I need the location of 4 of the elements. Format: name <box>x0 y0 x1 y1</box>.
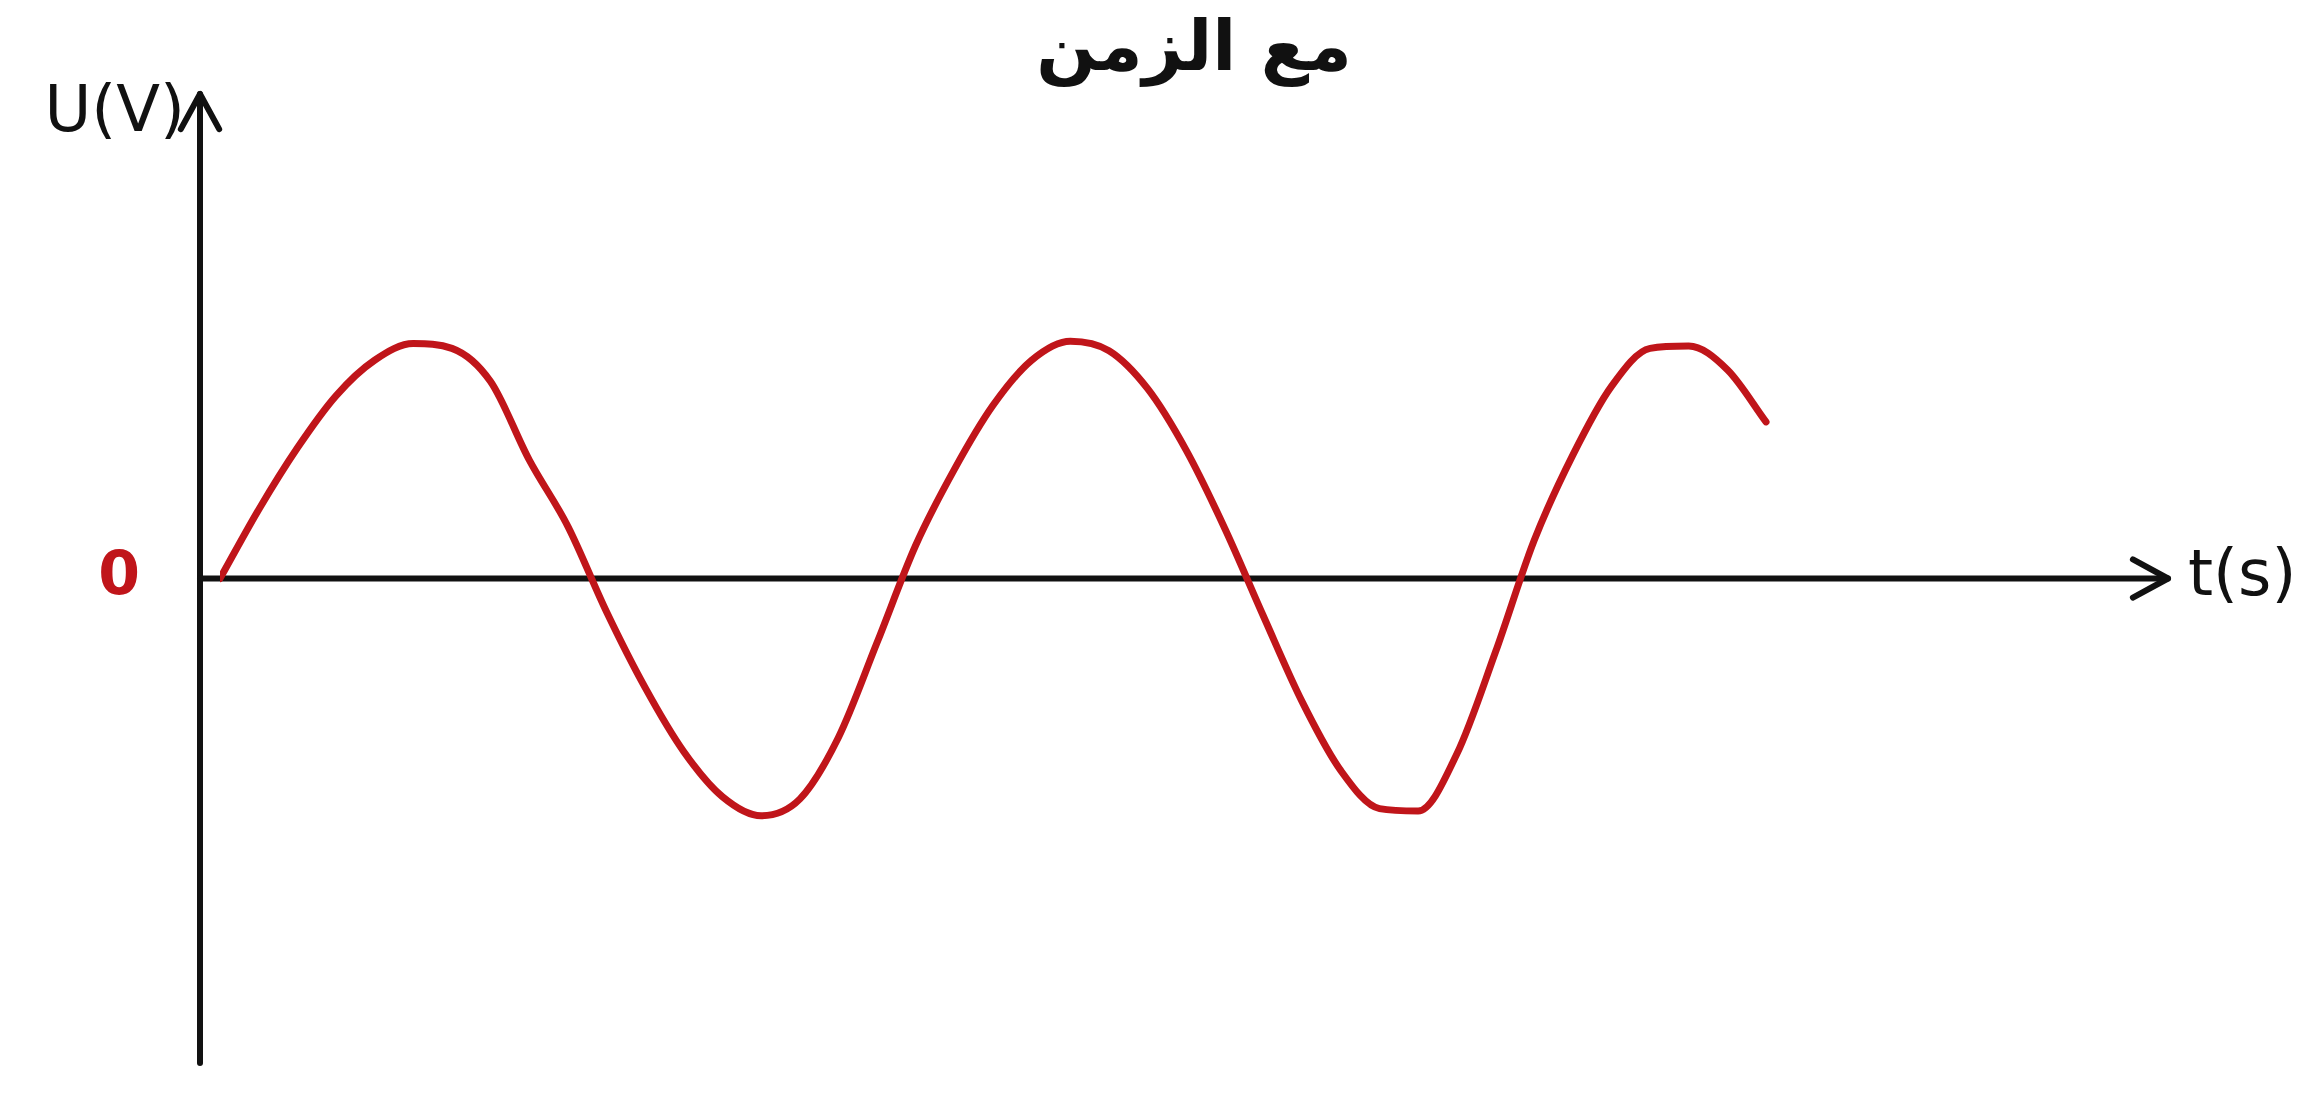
chart-title: مع الزمن <box>1036 5 1352 88</box>
text: t(s) <box>2188 536 2297 611</box>
y-axis-title: U(V) <box>44 71 185 146</box>
text: 0 <box>98 538 140 609</box>
